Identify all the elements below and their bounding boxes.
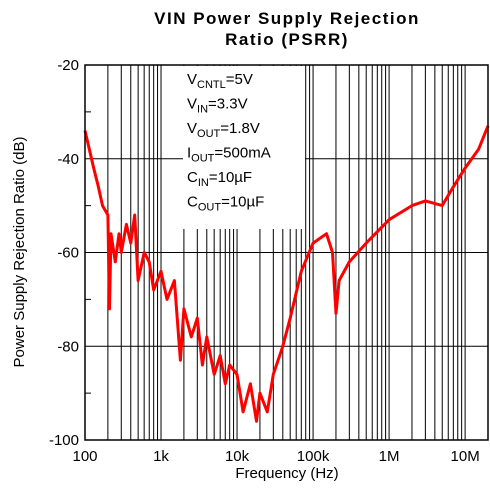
x-tick-label: 100 [72, 448, 97, 465]
annotation-rest: =10µF [209, 169, 252, 186]
annotation: CIN=10µF [187, 169, 252, 189]
annotation-sub: CNTL [197, 79, 226, 91]
annotation-sub: IN [198, 177, 209, 189]
annotation-main: C [187, 194, 198, 211]
annotation-main: V [187, 96, 197, 113]
annotation: VIN=3.3V [187, 96, 248, 116]
annotation-rest: =1.8V [220, 120, 260, 137]
annotation-main: C [187, 169, 198, 186]
annotation-sub: OUT [197, 128, 221, 140]
annotation-sub: IN [197, 104, 208, 116]
y-tick-label: -60 [57, 245, 79, 262]
y-tick-label: -20 [57, 57, 79, 74]
data-line [83, 125, 490, 423]
annotation-sub: OUT [191, 153, 215, 165]
y-tick-label: -100 [49, 432, 79, 449]
annotation: VOUT=1.8V [187, 120, 260, 140]
x-tick-label: 10M [451, 448, 480, 465]
y-axis-label: Power Supply Rejection Ratio (dB) [11, 137, 28, 368]
annotation-rest: =500mA [214, 145, 270, 162]
annotation-main: V [187, 120, 197, 137]
annotation-main: I [187, 145, 191, 162]
x-axis-label: Frequency (Hz) [235, 465, 338, 482]
y-tick-label: -80 [57, 338, 79, 355]
annotation-box [183, 66, 305, 229]
x-tick-label: 1k [153, 448, 169, 465]
annotation: COUT=10µF [187, 194, 264, 214]
chart-title: Ratio (PSRR) [225, 30, 349, 49]
y-tick-label: -40 [57, 151, 79, 168]
annotation-sub: OUT [198, 202, 222, 214]
annotation: IOUT=500mA [187, 145, 271, 165]
annotation-main: V [187, 71, 197, 88]
annotation-rest: =10µF [221, 194, 264, 211]
x-tick-label: 1M [379, 448, 400, 465]
annotation-rest: =5V [226, 71, 253, 88]
chart-title: VIN Power Supply Rejection [154, 9, 420, 28]
plot-frame [84, 64, 489, 441]
x-tick-label: 10k [225, 448, 250, 465]
annotation-rest: =3.3V [208, 96, 248, 113]
x-tick-label: 100k [297, 448, 330, 465]
annotation: VCNTL=5V [187, 71, 253, 91]
